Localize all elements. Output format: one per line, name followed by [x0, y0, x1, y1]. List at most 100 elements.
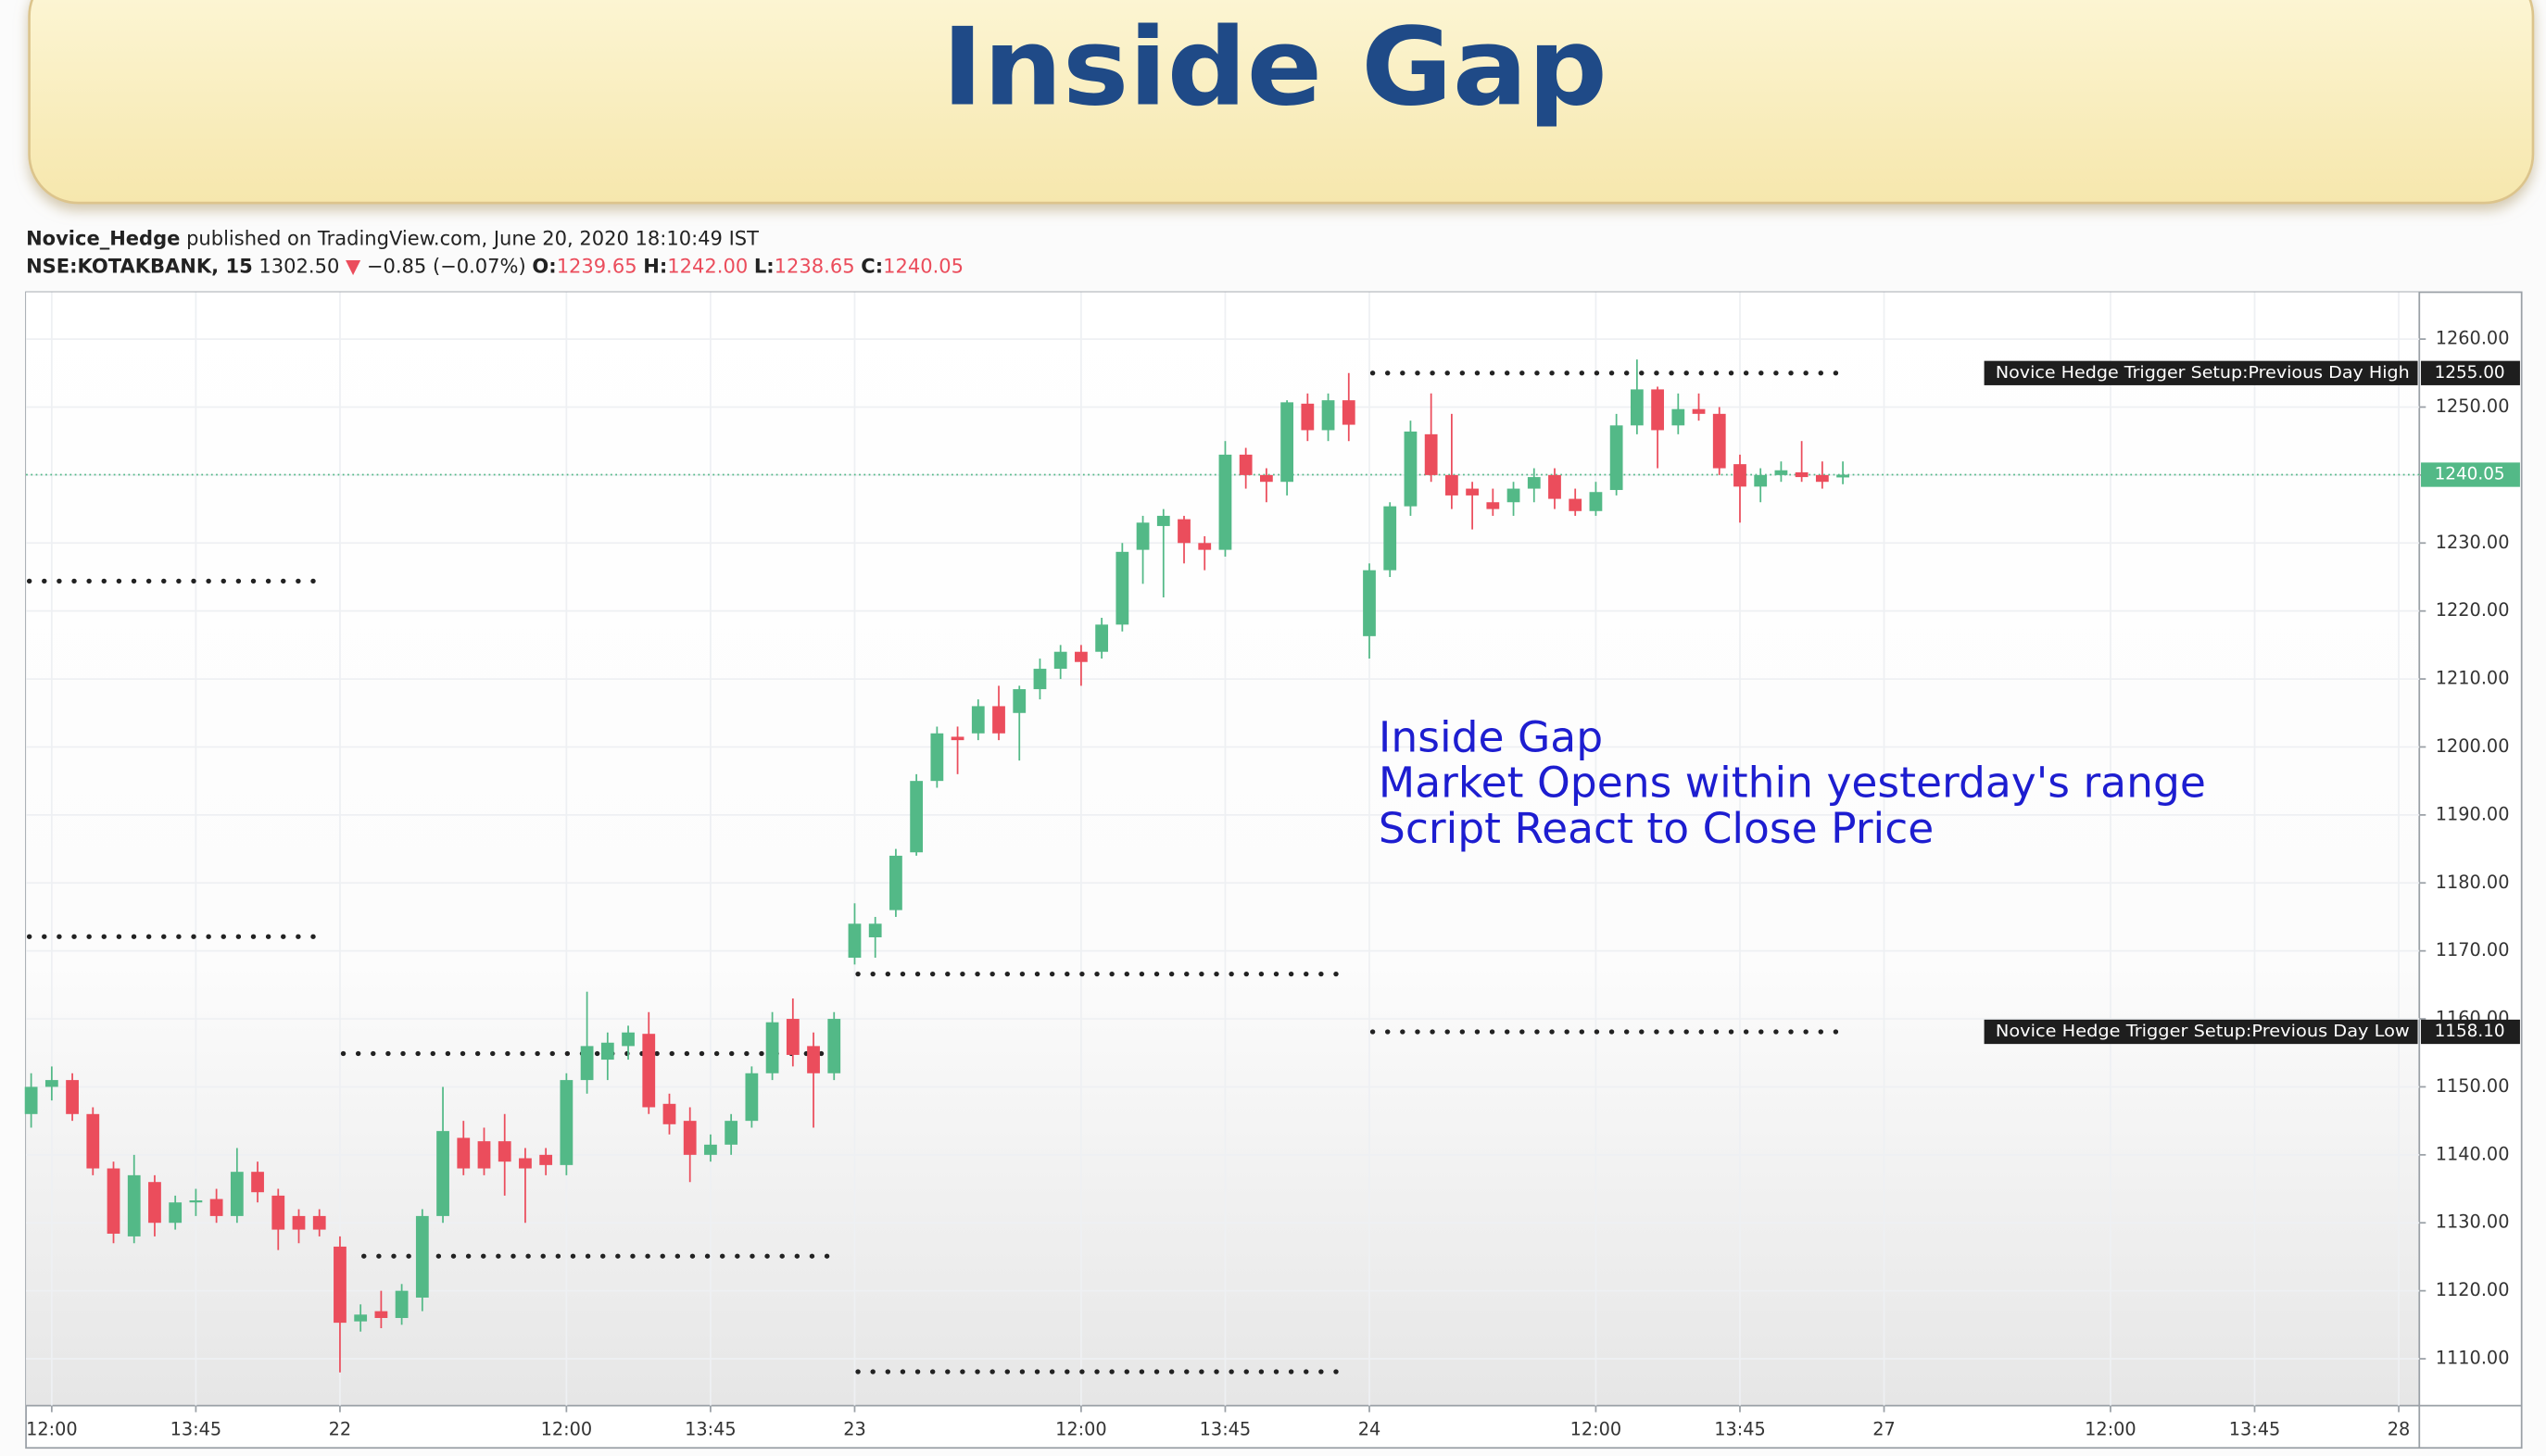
plot-layer: 12:00 13:45 22 12:00 13:45 23 12:00 13:45 24 12:0…	[24, 292, 2520, 1439]
candle-body	[374, 1311, 388, 1318]
candle-body	[1506, 488, 1520, 503]
candle-body	[971, 706, 985, 734]
level-tag-box	[1984, 360, 2418, 385]
annotation: Market Opens within yesterday's range	[1379, 759, 2206, 808]
candle-body	[1198, 543, 1212, 550]
candle-body	[951, 736, 964, 741]
x-tick-label: 13:45	[685, 1418, 737, 1439]
candle-body	[292, 1215, 306, 1230]
annotation: Script React to Close Price	[1379, 804, 1934, 853]
candle-body	[1383, 506, 1397, 571]
candle-body	[1774, 470, 1788, 475]
candle-body	[230, 1172, 244, 1216]
y-tick-label: 1180.00	[2436, 872, 2510, 893]
candle-body	[1136, 522, 1150, 550]
ohlc-key: O:	[532, 254, 556, 277]
y-tick-label: 1140.00	[2436, 1143, 2510, 1164]
x-tick-label: 13:45	[2229, 1418, 2281, 1439]
candle-body	[600, 1042, 614, 1061]
candle-body	[1404, 431, 1418, 507]
candle-body	[539, 1154, 553, 1165]
candle-body	[1589, 492, 1603, 511]
candle-body	[1342, 400, 1355, 425]
candle-body	[765, 1022, 779, 1073]
candle-body	[1095, 624, 1109, 652]
candle-body	[127, 1174, 141, 1236]
author: Novice_Hedge	[26, 227, 180, 250]
x-tick-label: 12:00	[26, 1418, 78, 1439]
x-tick-label: 13:45	[1714, 1418, 1766, 1439]
candle-body	[992, 706, 1005, 734]
ohlc-key: H:	[643, 254, 667, 277]
candle-body	[786, 1019, 800, 1055]
candle-body	[1569, 498, 1582, 511]
ohlc-value: 1238.65	[775, 254, 855, 277]
candle-body	[1712, 413, 1726, 469]
change: −0.85 (−0.07%)	[367, 254, 526, 277]
candle-body	[642, 1034, 656, 1108]
candle-body	[1466, 488, 1479, 496]
ohlc-key: C:	[861, 254, 883, 277]
candle-body	[930, 733, 944, 782]
candle-body	[1013, 689, 1027, 713]
last-price-tag: 1240.05	[2435, 465, 2505, 484]
candle-body	[1156, 515, 1170, 526]
candle-body	[827, 1019, 841, 1073]
candle-body	[1444, 474, 1458, 496]
candle-body	[1033, 669, 1047, 690]
y-tick-label: 1260.00	[2436, 328, 2510, 349]
change-arrow: ▼	[346, 254, 361, 277]
candle-body	[1548, 474, 1561, 499]
y-tick-label: 1170.00	[2436, 939, 2510, 960]
candle-body	[148, 1182, 161, 1224]
candle-body	[1754, 474, 1768, 487]
y-tick-label: 1230.00	[2436, 532, 2510, 553]
candle-body	[580, 1046, 594, 1081]
candle-body	[725, 1121, 738, 1145]
candle-body	[1609, 425, 1623, 491]
level-tag: Novice Hedge Trigger Setup:Previous Day …	[1996, 364, 2410, 383]
candle-body	[622, 1032, 635, 1047]
candle-body	[251, 1172, 264, 1193]
y-tick-label: 1120.00	[2436, 1279, 2510, 1300]
candle-body	[745, 1073, 759, 1122]
candle-body	[683, 1121, 697, 1155]
ohlc-value: 1242.00	[667, 254, 748, 277]
candle-body	[395, 1290, 409, 1318]
ohlc-key: L:	[754, 254, 775, 277]
candle-body	[24, 1086, 38, 1114]
candle-body	[1363, 570, 1376, 636]
y-tick-label: 1220.00	[2436, 599, 2510, 621]
x-tick-label: 28	[2388, 1418, 2411, 1439]
candle-body	[1424, 433, 1438, 475]
symbol-line: NSE:KOTAKBANK, 15 1302.50 ▼ −0.85 (−0.07…	[26, 254, 964, 277]
x-tick-label: 27	[1872, 1418, 1896, 1439]
price-tag: 1255.00	[2435, 363, 2505, 383]
candle-body	[189, 1200, 203, 1203]
candle-body	[354, 1314, 368, 1322]
candle-body	[498, 1141, 511, 1162]
candle-body	[66, 1080, 79, 1114]
candle-body	[1075, 651, 1088, 662]
y-tick-label: 1200.00	[2436, 735, 2510, 757]
price-tag-box	[2421, 1019, 2520, 1045]
y-tick-label: 1250.00	[2436, 395, 2510, 417]
y-tick-label: 1210.00	[2436, 668, 2510, 689]
x-tick-label: 12:00	[541, 1418, 593, 1439]
level-tag-box	[1984, 1019, 2418, 1045]
candle-body	[889, 855, 902, 910]
x-tick-label: 22	[329, 1418, 352, 1439]
y-tick-label: 1150.00	[2436, 1075, 2510, 1097]
candle-body	[1486, 502, 1500, 509]
candle-body	[560, 1080, 573, 1165]
title: Inside Gap	[941, 6, 1607, 130]
candle-body	[704, 1144, 717, 1155]
x-tick-label: 13:45	[1200, 1418, 1252, 1439]
attribution: Novice_Hedge published on TradingView.co…	[26, 227, 759, 250]
candle-body	[312, 1215, 326, 1230]
candle-body	[910, 781, 924, 853]
ohlc-value: 1239.65	[557, 254, 637, 277]
candle-body	[457, 1137, 471, 1169]
